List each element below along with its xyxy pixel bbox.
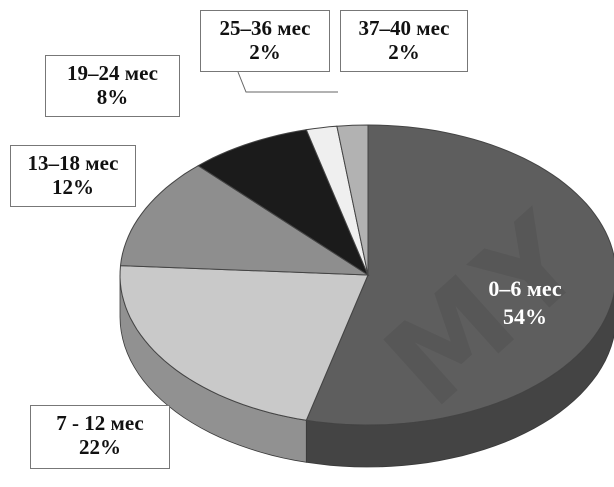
pie-slice-5 xyxy=(336,124,369,276)
slice-category: 7 - 12 мес xyxy=(56,411,144,435)
pie-slice-2 xyxy=(119,165,370,276)
slice-percent: 54% xyxy=(503,304,547,329)
pie-slice-1 xyxy=(119,265,369,421)
slice-label-7-12: 7 - 12 мес 22% xyxy=(30,405,170,469)
pie-slice-3 xyxy=(197,129,370,277)
slice-label-37-40: 37–40 мес 2% xyxy=(340,10,468,72)
slice-category: 0–6 мес xyxy=(488,276,562,301)
leader-line-25-36 xyxy=(237,71,338,93)
slice-percent: 12% xyxy=(52,175,94,199)
slice-category: 13–18 мес xyxy=(27,151,119,175)
pie-top-faces xyxy=(119,124,614,426)
slice-category: 37–40 мес xyxy=(358,16,450,40)
slice-percent: 2% xyxy=(249,40,281,64)
slice-percent: 8% xyxy=(96,85,129,109)
slice-label-25-36: 25–36 мес 2% xyxy=(200,10,330,72)
slice-label-19-24: 19–24 мес 8% xyxy=(45,55,180,117)
slice-category: 25–36 мес xyxy=(219,16,311,40)
slice-label-13-18: 13–18 мес 12% xyxy=(10,145,136,207)
slice-category: 19–24 мес xyxy=(67,61,158,85)
slice-label-0-6: 0–6 мес 54% xyxy=(470,270,580,334)
pie-slice-0 xyxy=(305,124,614,426)
slice-percent: 22% xyxy=(79,435,121,459)
leader-lines xyxy=(237,71,338,93)
slice-percent: 2% xyxy=(388,40,420,64)
